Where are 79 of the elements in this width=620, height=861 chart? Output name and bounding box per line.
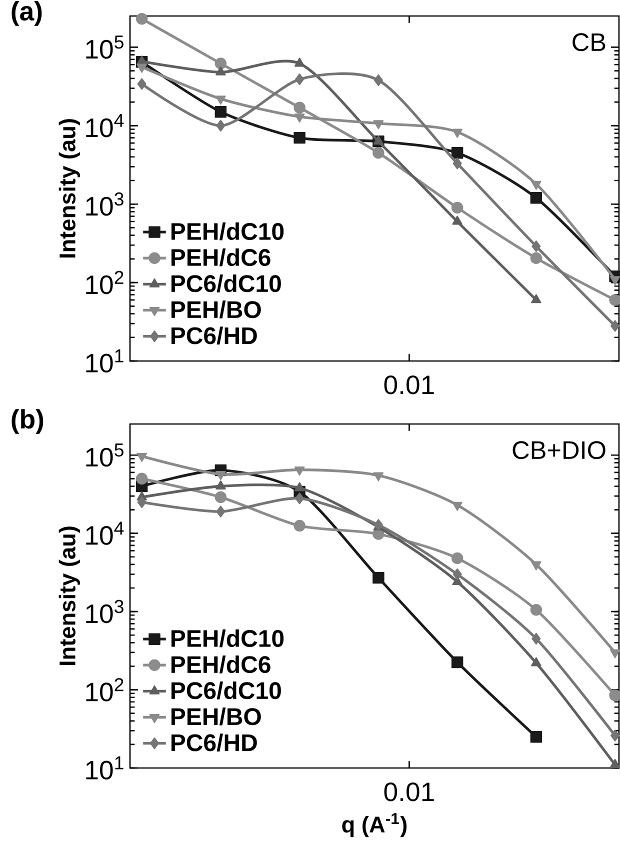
- y-tick-label: 10$^{2}$: [86, 270, 124, 294]
- point: [216, 506, 226, 518]
- point: [530, 252, 542, 264]
- point: [214, 106, 227, 118]
- y-axis-title: Intensity (au): [58, 526, 80, 665]
- y-tick-label: 10$^{4}$: [86, 114, 124, 138]
- text: 0.01: [384, 375, 434, 394]
- point: [373, 120, 384, 130]
- point: [136, 64, 147, 73]
- point: [609, 689, 620, 702]
- chart-title: (b): [12, 409, 44, 434]
- point: [216, 96, 226, 105]
- point: [214, 491, 227, 504]
- y-axis-title: Intensity (au): [58, 119, 80, 258]
- legend-label: PC6/dC10: [171, 682, 281, 700]
- point: [216, 471, 226, 480]
- point: [294, 58, 305, 67]
- x-axis-title: q (A$^{-1}$): [342, 813, 407, 838]
- legend-label: PEH/BO: [171, 300, 261, 318]
- point: [136, 56, 147, 65]
- point: [294, 114, 305, 123]
- y-tick-label: 10$^{4}$: [86, 522, 124, 545]
- point: [530, 731, 542, 743]
- point: [216, 120, 226, 132]
- y-tick-label: 10$^{2}$: [86, 678, 124, 702]
- point: [531, 657, 542, 666]
- y-tick-label: 10$^{3}$: [86, 600, 124, 624]
- point: [295, 492, 304, 504]
- point: [531, 294, 542, 304]
- y-tick-label: 10$^{3}$: [86, 192, 124, 216]
- point: [294, 132, 306, 144]
- point: [530, 192, 542, 204]
- legend-label: PEH/dC6: [171, 655, 270, 674]
- point: [452, 502, 462, 511]
- legend-label: PC6/HD: [171, 326, 257, 344]
- y-tick-label: 10$^{5}$: [86, 36, 124, 59]
- y-tick-label: 10$^{1}$: [86, 349, 124, 373]
- legend-label: PEH/dC10: [171, 222, 284, 240]
- point: [373, 136, 384, 145]
- point: [451, 656, 464, 668]
- text: 0.01: [384, 782, 434, 802]
- point: [452, 158, 462, 170]
- point: [137, 78, 146, 90]
- point: [452, 128, 462, 138]
- point: [531, 561, 542, 570]
- point: [294, 102, 306, 114]
- point: [452, 568, 462, 580]
- legend-label: PC6/dC10: [171, 274, 281, 292]
- point: [451, 147, 464, 159]
- y-tick-label: 10$^{1}$: [86, 756, 124, 780]
- annotation: CB: [572, 33, 606, 52]
- point: [136, 472, 148, 485]
- legend-label: PEH/BO: [171, 708, 261, 726]
- chart-title: (a): [12, 1, 42, 26]
- point: [531, 180, 542, 190]
- point: [214, 58, 227, 70]
- annotation: CB+DIO: [512, 441, 606, 460]
- point: [294, 520, 306, 532]
- point: [610, 320, 620, 332]
- point: [374, 74, 383, 86]
- point: [451, 202, 464, 214]
- point: [451, 552, 464, 564]
- legend-label: PEH/dC6: [171, 248, 270, 266]
- point: [136, 12, 148, 25]
- point: [610, 730, 620, 742]
- legend-label: PEH/dC10: [171, 629, 284, 648]
- point: [137, 496, 146, 508]
- y-tick-label: 10$^{5}$: [86, 444, 124, 467]
- point: [532, 240, 541, 252]
- point: [532, 632, 541, 645]
- point: [372, 147, 384, 159]
- point: [294, 466, 305, 476]
- point: [136, 452, 147, 462]
- legend-label: PC6/HD: [171, 734, 257, 752]
- point: [530, 604, 542, 616]
- point: [372, 572, 384, 584]
- point: [452, 216, 462, 225]
- point: [373, 472, 384, 482]
- point: [295, 73, 304, 86]
